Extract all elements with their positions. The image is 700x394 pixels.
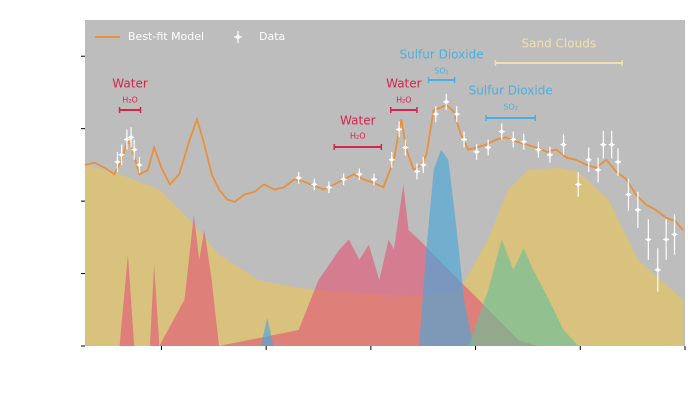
annotation-label: Water bbox=[340, 114, 376, 128]
data-point bbox=[341, 177, 346, 182]
data-point bbox=[327, 185, 331, 190]
data-point bbox=[129, 135, 133, 140]
data-point bbox=[357, 172, 362, 177]
annotation-sublabel: H₂O bbox=[396, 96, 412, 105]
data-point bbox=[536, 147, 541, 152]
data-point bbox=[372, 177, 376, 182]
data-point bbox=[664, 237, 668, 242]
data-point bbox=[499, 129, 504, 134]
data-point bbox=[312, 182, 317, 187]
absorber-area bbox=[468, 239, 579, 346]
data-point bbox=[462, 137, 466, 142]
data-point bbox=[433, 112, 438, 116]
absorber-area bbox=[260, 149, 474, 346]
data-point bbox=[486, 145, 490, 150]
data-point bbox=[132, 147, 137, 152]
annotation-label: Water bbox=[112, 77, 148, 91]
data-point bbox=[137, 163, 142, 167]
data-point bbox=[601, 142, 606, 147]
data-point bbox=[576, 182, 580, 187]
data-point bbox=[655, 268, 660, 272]
annotation-label: Sand Clouds bbox=[522, 37, 597, 51]
annotation-label: Water bbox=[386, 77, 422, 91]
data-point bbox=[415, 169, 419, 174]
data-point bbox=[390, 158, 394, 162]
data-point bbox=[397, 127, 401, 132]
legend-label: Data bbox=[259, 30, 285, 43]
data-point bbox=[586, 158, 591, 162]
annotation-label: Sulfur Dioxide bbox=[469, 84, 553, 98]
data-point bbox=[115, 160, 120, 164]
annotation-sublabel: H₂O bbox=[350, 132, 366, 141]
annotation-sublabel: SO₂ bbox=[503, 103, 518, 112]
data-point bbox=[119, 152, 124, 157]
data-point bbox=[474, 150, 479, 154]
data-point bbox=[672, 232, 677, 237]
legend-marker bbox=[236, 35, 240, 39]
data-point bbox=[561, 142, 566, 147]
data-point bbox=[454, 112, 459, 116]
data-point bbox=[421, 163, 426, 167]
data-point bbox=[616, 160, 620, 164]
annotation-sublabel: H₂O bbox=[122, 96, 138, 105]
data-point bbox=[596, 168, 600, 172]
data-point bbox=[296, 176, 301, 180]
data-point bbox=[125, 137, 129, 142]
data-point bbox=[609, 142, 614, 147]
data-point bbox=[403, 145, 408, 150]
data-point bbox=[521, 139, 526, 144]
data-point bbox=[548, 152, 552, 157]
model-line bbox=[84, 103, 684, 231]
data-point bbox=[444, 100, 449, 104]
annotation-label: Sulfur Dioxide bbox=[399, 48, 483, 62]
data-point bbox=[646, 237, 651, 242]
data-point bbox=[626, 192, 631, 197]
legend-label: Best-fit Model bbox=[128, 30, 204, 43]
data-point bbox=[636, 208, 640, 212]
data-point bbox=[511, 137, 516, 142]
annotation-sublabel: SO₂ bbox=[434, 67, 449, 76]
